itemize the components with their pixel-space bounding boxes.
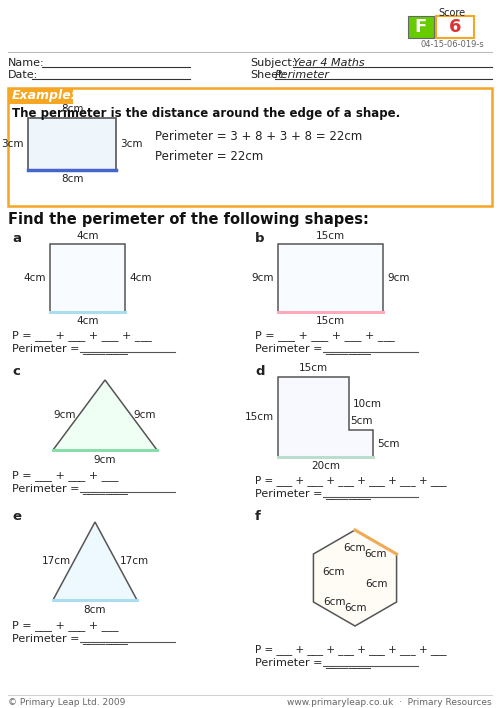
Text: 9cm: 9cm [252,273,274,283]
Text: 9cm: 9cm [387,273,409,283]
Text: 17cm: 17cm [120,556,148,566]
Text: P = ___ + ___ + ___: P = ___ + ___ + ___ [12,470,118,481]
Text: Perimeter = ________: Perimeter = ________ [12,343,128,354]
Text: www.primaryleap.co.uk  ·  Primary Resources: www.primaryleap.co.uk · Primary Resource… [288,698,492,707]
Text: 4cm: 4cm [24,273,46,283]
Text: 6cm: 6cm [344,603,367,613]
Text: P = ___ + ___ + ___ + ___ + ___ + ___: P = ___ + ___ + ___ + ___ + ___ + ___ [255,644,446,655]
Text: 6cm: 6cm [366,579,388,589]
Text: P = ___ + ___ + ___ + ___: P = ___ + ___ + ___ + ___ [255,330,395,341]
Text: 5cm: 5cm [350,416,372,426]
Text: Example:: Example: [12,89,77,103]
Text: 15cm: 15cm [245,412,274,422]
Bar [8,88,492,206]
Bar [28,118,116,170]
Bar [408,16,434,38]
Text: c: c [12,365,20,378]
Text: P = ___ + ___ + ___ + ___: P = ___ + ___ + ___ + ___ [12,330,152,341]
Text: Name:: Name: [8,58,44,68]
Text: 6cm: 6cm [364,549,387,559]
Text: Sheet:: Sheet: [250,70,286,80]
Text: Year 4 Maths: Year 4 Maths [293,58,364,68]
Bar [278,244,383,312]
Text: 6: 6 [449,18,461,36]
Text: 6cm: 6cm [343,543,365,553]
Text: Perimeter = 3 + 8 + 3 + 8 = 22cm: Perimeter = 3 + 8 + 3 + 8 = 22cm [155,130,362,143]
Text: Date:: Date: [8,70,38,80]
Text: P = ___ + ___ + ___ + ___ + ___ + ___: P = ___ + ___ + ___ + ___ + ___ + ___ [255,475,446,486]
Text: © Primary Leap Ltd. 2009: © Primary Leap Ltd. 2009 [8,698,126,707]
Text: The perimeter is the distance around the edge of a shape.: The perimeter is the distance around the… [12,107,400,120]
Bar [8,88,73,104]
Text: a: a [12,232,21,245]
Polygon shape [278,377,373,457]
Polygon shape [53,380,157,450]
Text: f: f [255,510,261,523]
Text: 6cm: 6cm [322,567,344,577]
Text: Perimeter = ________: Perimeter = ________ [12,483,128,494]
Polygon shape [314,530,396,626]
Text: 9cm: 9cm [54,410,76,420]
Bar [8,88,73,104]
Text: 3cm: 3cm [120,139,142,149]
Text: Subject:: Subject: [250,58,296,68]
Text: 15cm: 15cm [299,363,328,373]
Text: Find the perimeter of the following shapes:: Find the perimeter of the following shap… [8,212,369,227]
Text: 6cm: 6cm [323,597,345,607]
Text: 8cm: 8cm [61,174,83,184]
Text: 4cm: 4cm [76,231,99,241]
Text: 9cm: 9cm [134,410,156,420]
Text: 15cm: 15cm [316,231,345,241]
Text: b: b [255,232,264,245]
Text: Perimeter = ________: Perimeter = ________ [255,657,371,668]
Text: 4cm: 4cm [129,273,152,283]
Text: Score: Score [438,8,466,18]
Text: 17cm: 17cm [42,556,70,566]
Text: Example:: Example: [12,89,77,103]
Text: 10cm: 10cm [353,399,382,409]
Text: Perimeter = 22cm: Perimeter = 22cm [155,150,263,163]
Text: 04-15-06-019-s: 04-15-06-019-s [420,40,484,49]
Bar [436,16,474,38]
Polygon shape [53,522,137,600]
Bar [50,244,125,312]
Text: F: F [415,18,427,36]
Text: 20cm: 20cm [311,461,340,471]
Text: 15cm: 15cm [316,316,345,326]
Text: Perimeter: Perimeter [275,70,330,80]
Text: 4cm: 4cm [76,316,99,326]
Text: e: e [12,510,21,523]
Text: d: d [255,365,264,378]
Text: 8cm: 8cm [84,605,106,615]
Text: 3cm: 3cm [2,139,24,149]
Text: 9cm: 9cm [94,455,116,465]
Text: 8cm: 8cm [61,104,83,114]
Text: Perimeter = ________: Perimeter = ________ [255,488,371,499]
Text: Perimeter = ________: Perimeter = ________ [12,633,128,644]
Text: P = ___ + ___ + ___: P = ___ + ___ + ___ [12,620,118,631]
Text: 5cm: 5cm [377,439,400,449]
Text: Perimeter = ________: Perimeter = ________ [255,343,371,354]
